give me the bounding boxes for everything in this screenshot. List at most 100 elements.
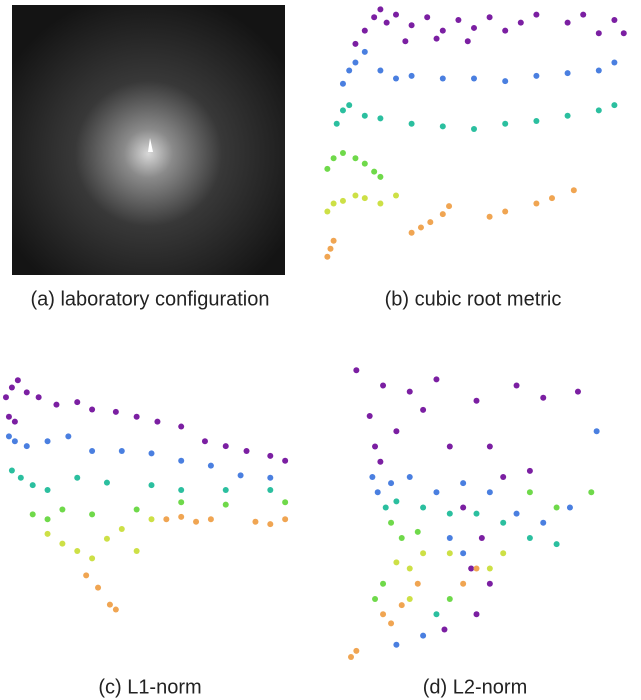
point <box>104 480 110 486</box>
point <box>440 211 446 217</box>
point <box>252 519 258 525</box>
point <box>12 419 18 425</box>
point <box>377 115 383 121</box>
point <box>340 150 346 156</box>
point <box>353 367 359 373</box>
point <box>571 187 577 193</box>
point <box>9 467 15 473</box>
point <box>377 68 383 74</box>
point <box>372 596 378 602</box>
point <box>440 28 446 34</box>
figure: (a) laboratory configuration (b) cubic r… <box>0 0 641 700</box>
point <box>178 487 184 493</box>
point <box>24 443 30 449</box>
point <box>340 107 346 113</box>
point <box>45 531 51 537</box>
point <box>393 498 399 504</box>
point <box>533 12 539 18</box>
point <box>533 201 539 207</box>
point <box>540 395 546 401</box>
caption: (b) cubic root metric <box>385 288 562 310</box>
point <box>377 174 383 180</box>
point <box>178 424 184 430</box>
point <box>514 511 520 517</box>
point <box>407 474 413 480</box>
panel-a-image <box>12 5 285 275</box>
point <box>24 389 30 395</box>
point <box>267 475 273 481</box>
point <box>95 585 101 591</box>
point <box>474 398 480 404</box>
point <box>424 14 430 20</box>
point <box>113 607 119 613</box>
point <box>282 499 288 505</box>
point <box>324 208 330 214</box>
point <box>434 36 440 42</box>
point <box>474 511 480 517</box>
point <box>393 559 399 565</box>
point <box>267 453 273 459</box>
point <box>45 487 51 493</box>
point <box>89 406 95 412</box>
point <box>223 443 229 449</box>
point <box>178 458 184 464</box>
point <box>380 581 386 587</box>
point <box>567 505 573 511</box>
point <box>372 444 378 450</box>
point <box>527 489 533 495</box>
point <box>440 75 446 81</box>
point <box>369 474 375 480</box>
point <box>409 121 415 127</box>
point <box>388 520 394 526</box>
point <box>348 654 354 660</box>
point <box>352 60 358 66</box>
point <box>53 402 59 408</box>
point <box>367 413 373 419</box>
point <box>471 126 477 132</box>
point <box>45 438 51 444</box>
point <box>267 487 273 493</box>
point <box>474 611 480 617</box>
point <box>45 516 51 522</box>
point <box>393 642 399 648</box>
point <box>383 505 389 511</box>
point <box>149 516 155 522</box>
point <box>89 555 95 561</box>
point <box>324 254 330 260</box>
point <box>409 22 415 28</box>
point <box>238 472 244 478</box>
point <box>384 20 390 26</box>
point <box>134 507 140 513</box>
point <box>500 474 506 480</box>
point <box>362 49 368 55</box>
point <box>6 433 12 439</box>
point <box>433 489 439 495</box>
point <box>502 28 508 34</box>
point <box>208 463 214 469</box>
point <box>393 428 399 434</box>
point <box>471 75 477 81</box>
point <box>65 433 71 439</box>
point <box>6 414 12 420</box>
point <box>371 14 377 20</box>
point <box>479 535 485 541</box>
point <box>415 529 421 535</box>
point <box>565 70 571 76</box>
point <box>89 511 95 517</box>
point <box>460 480 466 486</box>
point <box>59 541 65 547</box>
point <box>346 102 352 108</box>
point <box>149 482 155 488</box>
point <box>420 633 426 639</box>
point <box>208 516 214 522</box>
point <box>149 450 155 456</box>
point <box>375 489 381 495</box>
point <box>407 596 413 602</box>
point <box>565 20 571 26</box>
point <box>9 385 15 391</box>
point <box>393 193 399 199</box>
point <box>331 155 337 161</box>
point <box>340 81 346 87</box>
point <box>3 394 9 400</box>
point <box>447 596 453 602</box>
